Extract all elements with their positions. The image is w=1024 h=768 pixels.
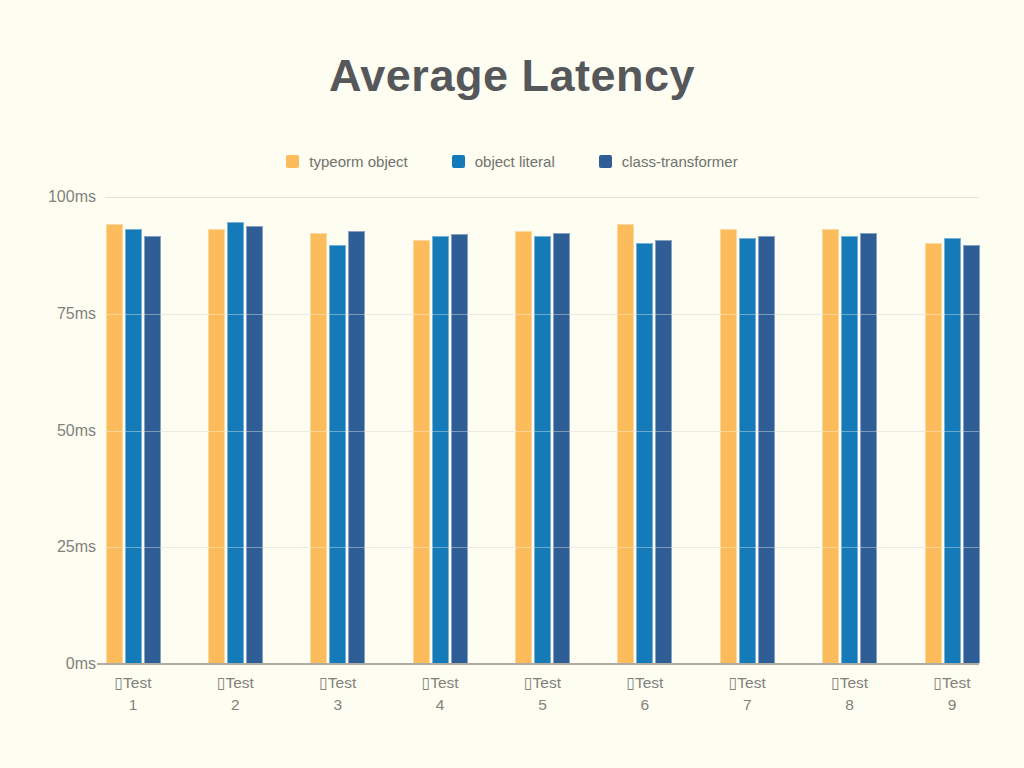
legend-item-object-literal[interactable]: object literal: [452, 153, 555, 170]
bar-group-test-4: [413, 234, 468, 663]
bar-class-transformer-test-1[interactable]: [144, 236, 161, 663]
bar-class-transformer-test-5[interactable]: [553, 233, 570, 663]
bar-object-literal-test-5[interactable]: [534, 236, 551, 663]
legend-swatch-object-literal: [452, 155, 465, 168]
legend-label: object literal: [475, 153, 555, 170]
bar-group-test-6: [617, 224, 672, 663]
bar-group-test-1: [106, 224, 161, 663]
legend: typeorm object object literal class-transf…: [0, 153, 1024, 170]
x-tick-label-test-6: ▯Test 6: [594, 672, 696, 716]
y-tick-label: 0ms: [0, 655, 96, 673]
bar-class-transformer-test-8[interactable]: [860, 233, 877, 663]
plot-area: [105, 197, 979, 664]
bar-object-literal-test-7[interactable]: [739, 238, 756, 663]
x-tick-label-test-9: ▯Test 9: [901, 672, 1003, 716]
x-tick-label-test-8: ▯Test 8: [799, 672, 901, 716]
bar-typeorm-object-test-4[interactable]: [413, 240, 430, 663]
gridline-overlay: [105, 431, 979, 432]
bar-object-literal-test-2[interactable]: [227, 222, 244, 663]
bar-object-literal-test-6[interactable]: [636, 243, 653, 663]
y-tick-label: 25ms: [0, 538, 96, 556]
x-tick-label-test-7: ▯Test 7: [696, 672, 798, 716]
bar-typeorm-object-test-8[interactable]: [822, 229, 839, 663]
y-tick-label: 75ms: [0, 305, 96, 323]
legend-label: typeorm object: [309, 153, 407, 170]
bar-typeorm-object-test-5[interactable]: [515, 231, 532, 663]
x-tick-label-test-2: ▯Test 2: [184, 672, 286, 716]
gridline-overlay: [105, 547, 979, 548]
bar-object-literal-test-4[interactable]: [432, 236, 449, 663]
bar-group-test-9: [925, 238, 980, 663]
bar-class-transformer-test-9[interactable]: [963, 245, 980, 663]
legend-swatch-class-transformer: [599, 155, 612, 168]
x-tick-label-test-5: ▯Test 5: [492, 672, 594, 716]
chart-title: Average Latency: [0, 50, 1024, 102]
bar-typeorm-object-test-6[interactable]: [617, 224, 634, 663]
bar-class-transformer-test-2[interactable]: [246, 226, 263, 663]
bar-class-transformer-test-4[interactable]: [451, 234, 468, 663]
legend-label: class-transformer: [622, 153, 738, 170]
bar-group-test-2: [208, 222, 263, 663]
bar-class-transformer-test-3[interactable]: [348, 231, 365, 663]
bar-object-literal-test-1[interactable]: [125, 229, 142, 663]
x-axis: ▯Test 1▯Test 2▯Test 3▯Test 4▯Test 5▯Test…: [105, 672, 979, 732]
y-axis: 100ms75ms50ms25ms0ms: [0, 197, 96, 664]
bar-object-literal-test-3[interactable]: [329, 245, 346, 663]
bar-typeorm-object-test-9[interactable]: [925, 243, 942, 663]
x-tick-label-test-4: ▯Test 4: [389, 672, 491, 716]
bar-group-test-7: [720, 229, 775, 663]
x-tick-label-test-3: ▯Test 3: [287, 672, 389, 716]
bar-group-test-8: [822, 229, 877, 663]
legend-swatch-typeorm-object: [286, 155, 299, 168]
bar-object-literal-test-8[interactable]: [841, 236, 858, 663]
bar-typeorm-object-test-7[interactable]: [720, 229, 737, 663]
bar-group-test-5: [515, 231, 570, 663]
bar-typeorm-object-test-2[interactable]: [208, 229, 225, 663]
legend-item-class-transformer[interactable]: class-transformer: [599, 153, 738, 170]
y-tick-label: 50ms: [0, 422, 96, 440]
bar-group-test-3: [310, 231, 365, 663]
gridline-overlay: [105, 314, 979, 315]
gridline: [105, 197, 979, 198]
bar-typeorm-object-test-3[interactable]: [310, 233, 327, 663]
legend-item-typeorm-object[interactable]: typeorm object: [286, 153, 407, 170]
bar-typeorm-object-test-1[interactable]: [106, 224, 123, 663]
y-tick-label: 100ms: [0, 188, 96, 206]
x-tick-label-test-1: ▯Test 1: [82, 672, 184, 716]
bar-class-transformer-test-7[interactable]: [758, 236, 775, 663]
x-axis-line: [97, 663, 979, 665]
bar-object-literal-test-9[interactable]: [944, 238, 961, 663]
bar-class-transformer-test-6[interactable]: [655, 240, 672, 663]
